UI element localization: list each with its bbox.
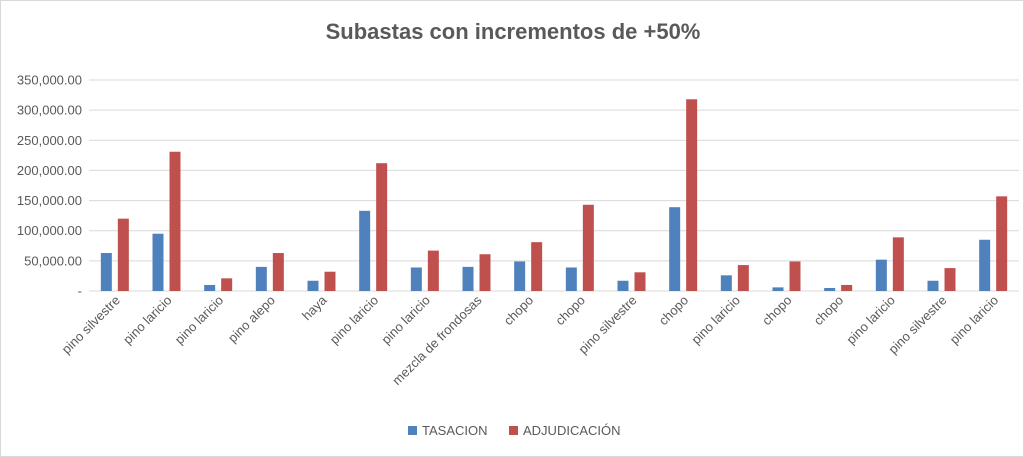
bar-adjudicacion [427,250,439,291]
bar-tasacion [927,280,939,291]
bar-tasacion [514,261,526,291]
y-tick-label: 50,000.00 [24,253,82,268]
chart-title: Subastas con incrementos de +50% [326,19,701,44]
bar-adjudicacion [272,253,284,291]
bar-tasacion [824,287,836,291]
y-tick-label: 150,000.00 [17,193,82,208]
x-tick-label: pino laricio [120,293,175,348]
legend-swatch-tasacion [408,426,417,435]
legend: TASACION ADJUDICACIÓN [408,423,621,438]
x-tick-label: haya [299,292,330,323]
y-tick-label: - [78,284,82,299]
y-tick-label: 250,000.00 [17,133,82,148]
bar-adjudicacion [169,151,181,291]
gridlines [89,79,1019,292]
bar-adjudicacion [686,99,698,291]
y-axis-tick-labels: - 50,000.00 100,000.00 150,000.00 200,000.00… [17,73,82,299]
bar-tasacion [979,239,991,291]
y-tick-label: 200,000.00 [17,163,82,178]
x-tick-label: pino laricio [327,293,382,348]
bar-adjudicacion [996,196,1008,291]
x-tick-label: pino laricio [172,293,227,348]
bar-tasacion [772,287,784,291]
x-tick-label: pino laricio [378,293,433,348]
bars [100,99,1008,291]
bar-tasacion [255,266,267,291]
bar-adjudicacion [582,204,594,291]
bar-tasacion [410,267,422,291]
y-tick-label: 350,000.00 [17,73,82,88]
bar-tasacion [875,259,887,291]
bar-adjudicacion [892,237,904,291]
x-tick-label: pino laricio [947,293,1002,348]
bar-tasacion [204,284,216,291]
bar-adjudicacion [117,218,129,291]
bar-tasacion [100,253,112,291]
legend-label-adjudicacion: ADJUDICACIÓN [523,423,621,438]
bar-adjudicacion [789,261,801,291]
bar-tasacion [669,207,681,291]
bar-adjudicacion [479,254,491,291]
x-tick-label: chopo [552,293,588,329]
y-tick-label: 300,000.00 [17,103,82,118]
x-tick-label: pino silvestre [59,293,123,357]
x-tick-label: mezcla de frondosas [389,292,485,388]
bar-adjudicacion [531,242,543,291]
bar-tasacion [462,266,474,291]
bar-tasacion [307,280,319,291]
bar-adjudicacion [221,278,233,291]
bar-adjudicacion [634,272,646,291]
x-tick-label: pino laricio [843,293,898,348]
x-tick-label: chopo [656,293,692,329]
x-tick-label: pino laricio [688,293,743,348]
x-tick-label: chopo [759,293,795,329]
bar-adjudicacion [944,268,956,291]
x-tick-label: pino alepo [225,293,278,346]
bar-tasacion [617,280,629,291]
bar-tasacion [359,210,371,291]
bar-adjudicacion [841,284,853,291]
bar-tasacion [565,267,577,291]
bar-tasacion [152,233,164,291]
x-tick-label: chopo [811,293,847,329]
x-tick-label: chopo [501,293,537,329]
legend-label-tasacion: TASACION [422,423,488,438]
bar-tasacion [720,275,732,291]
y-tick-label: 100,000.00 [17,223,82,238]
bar-adjudicacion [376,163,388,291]
bar-adjudicacion [737,265,749,291]
bar-adjudicacion [324,271,336,291]
legend-swatch-adjudicacion [509,426,518,435]
